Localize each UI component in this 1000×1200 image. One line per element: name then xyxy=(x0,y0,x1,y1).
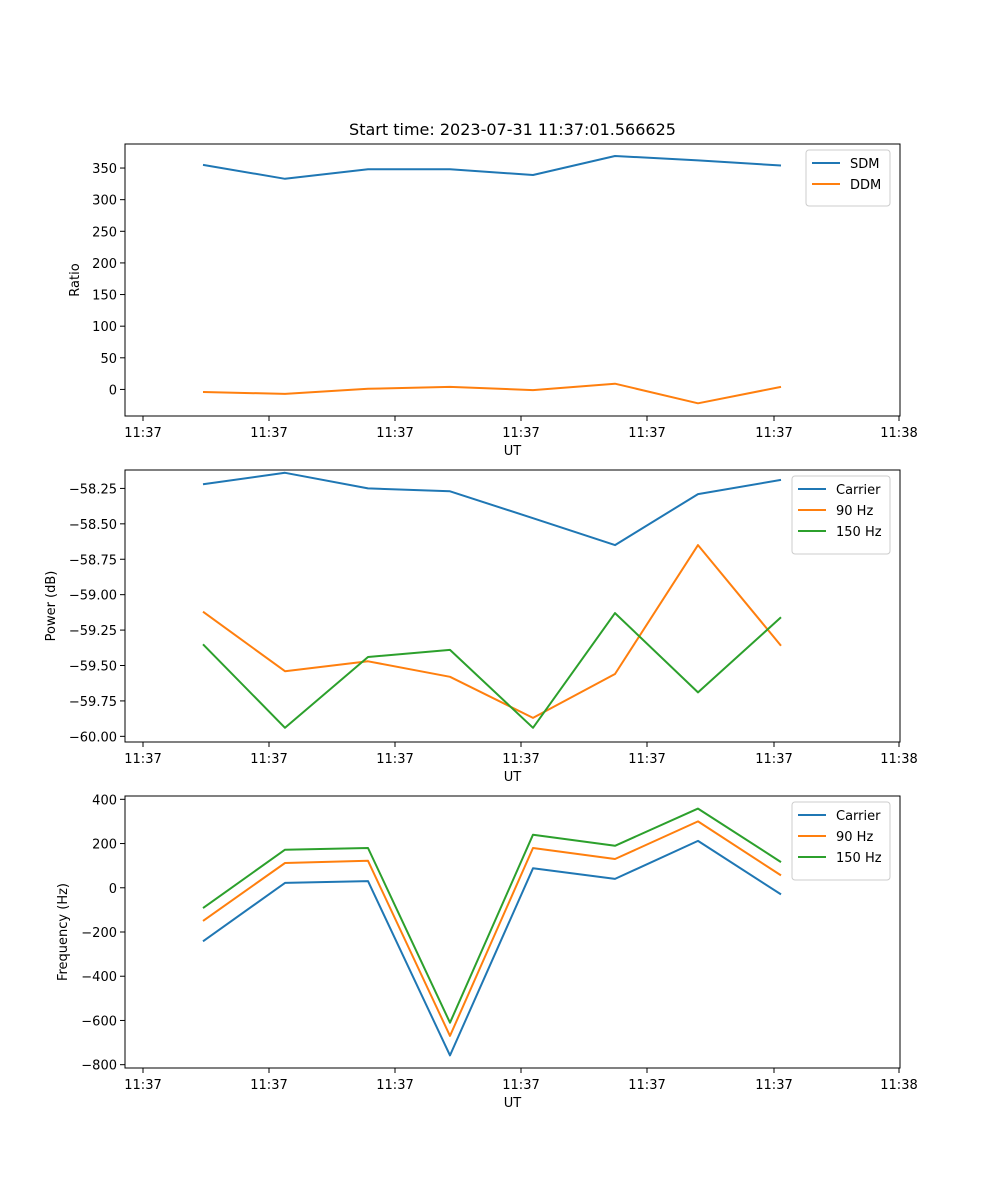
legend-box xyxy=(791,475,891,555)
plot-area-frame xyxy=(124,469,901,743)
y-tick-label: −59.50 xyxy=(69,660,117,675)
series-line-150-hz xyxy=(202,807,782,1024)
plot-area-frame xyxy=(124,143,901,417)
y-tick-label: 50 xyxy=(100,352,117,367)
legend-label: 150 Hz xyxy=(836,851,882,866)
y-axis-label: Ratio xyxy=(68,263,83,296)
x-tick-label: 11:38 xyxy=(880,426,917,441)
x-tick-label: 11:37 xyxy=(376,752,413,767)
x-tick-label: 11:37 xyxy=(250,752,287,767)
x-axis-label: UT xyxy=(504,1096,522,1111)
y-tick-label: −200 xyxy=(81,926,117,941)
x-tick-label: 11:37 xyxy=(628,426,665,441)
x-axis-label: UT xyxy=(504,444,522,459)
x-tick-label: 11:37 xyxy=(502,426,539,441)
y-tick-label: 0 xyxy=(109,383,117,398)
legend-label: Carrier xyxy=(836,483,881,498)
series-line-150-hz xyxy=(202,612,782,729)
y-tick-label: −58.75 xyxy=(69,553,117,568)
legend-label: 90 Hz xyxy=(836,504,873,519)
series-line-90-hz xyxy=(202,544,782,719)
x-tick-label: 11:38 xyxy=(880,752,917,767)
y-tick-label: −58.25 xyxy=(69,482,117,497)
y-axis-label: Power (dB) xyxy=(44,571,59,642)
x-tick-label: 11:37 xyxy=(250,426,287,441)
legend-label: Carrier xyxy=(836,809,881,824)
y-tick-label: 150 xyxy=(92,289,117,304)
x-tick-label: 11:37 xyxy=(628,752,665,767)
y-tick-label: −58.50 xyxy=(69,518,117,533)
legend-label: 90 Hz xyxy=(836,830,873,845)
y-tick-label: 200 xyxy=(92,838,117,853)
y-tick-label: −59.75 xyxy=(69,695,117,710)
x-tick-label: 11:37 xyxy=(124,752,161,767)
x-tick-label: 11:37 xyxy=(628,1078,665,1093)
y-tick-label: −60.00 xyxy=(69,730,117,745)
y-tick-label: −59.25 xyxy=(69,624,117,639)
series-line-ddm xyxy=(202,382,782,405)
y-axis-label: Frequency (Hz) xyxy=(56,883,71,981)
legend-label: SDM xyxy=(850,157,879,172)
y-tick-label: −400 xyxy=(81,970,117,985)
y-tick-label: 400 xyxy=(92,793,117,808)
chart-title: Start time: 2023-07-31 11:37:01.566625 xyxy=(349,120,676,139)
x-tick-label: 11:37 xyxy=(250,1078,287,1093)
x-tick-label: 11:37 xyxy=(755,1078,792,1093)
x-tick-label: 11:37 xyxy=(755,752,792,767)
y-tick-label: 250 xyxy=(92,225,117,240)
x-tick-label: 11:38 xyxy=(880,1078,917,1093)
series-line-sdm xyxy=(202,155,782,180)
x-tick-label: 11:37 xyxy=(124,426,161,441)
y-tick-label: 300 xyxy=(92,194,117,209)
x-tick-label: 11:37 xyxy=(376,426,413,441)
x-tick-label: 11:37 xyxy=(124,1078,161,1093)
y-tick-label: −59.00 xyxy=(69,589,117,604)
legend-label: 150 Hz xyxy=(836,525,882,540)
x-tick-label: 11:37 xyxy=(502,1078,539,1093)
x-tick-label: 11:37 xyxy=(755,426,792,441)
y-tick-label: −800 xyxy=(81,1059,117,1074)
series-line-carrier xyxy=(202,471,782,547)
series-line-carrier xyxy=(202,839,782,1057)
series-line-90-hz xyxy=(202,820,782,1037)
x-axis-label: UT xyxy=(504,770,522,785)
legend-box xyxy=(791,801,891,881)
y-tick-label: 350 xyxy=(92,162,117,177)
plot-area-frame xyxy=(124,795,901,1069)
y-tick-label: 0 xyxy=(109,882,117,897)
y-tick-label: 200 xyxy=(92,257,117,272)
x-tick-label: 11:37 xyxy=(376,1078,413,1093)
legend-label: DDM xyxy=(850,178,881,193)
y-tick-label: 100 xyxy=(92,320,117,335)
y-tick-label: −600 xyxy=(81,1014,117,1029)
x-tick-label: 11:37 xyxy=(502,752,539,767)
